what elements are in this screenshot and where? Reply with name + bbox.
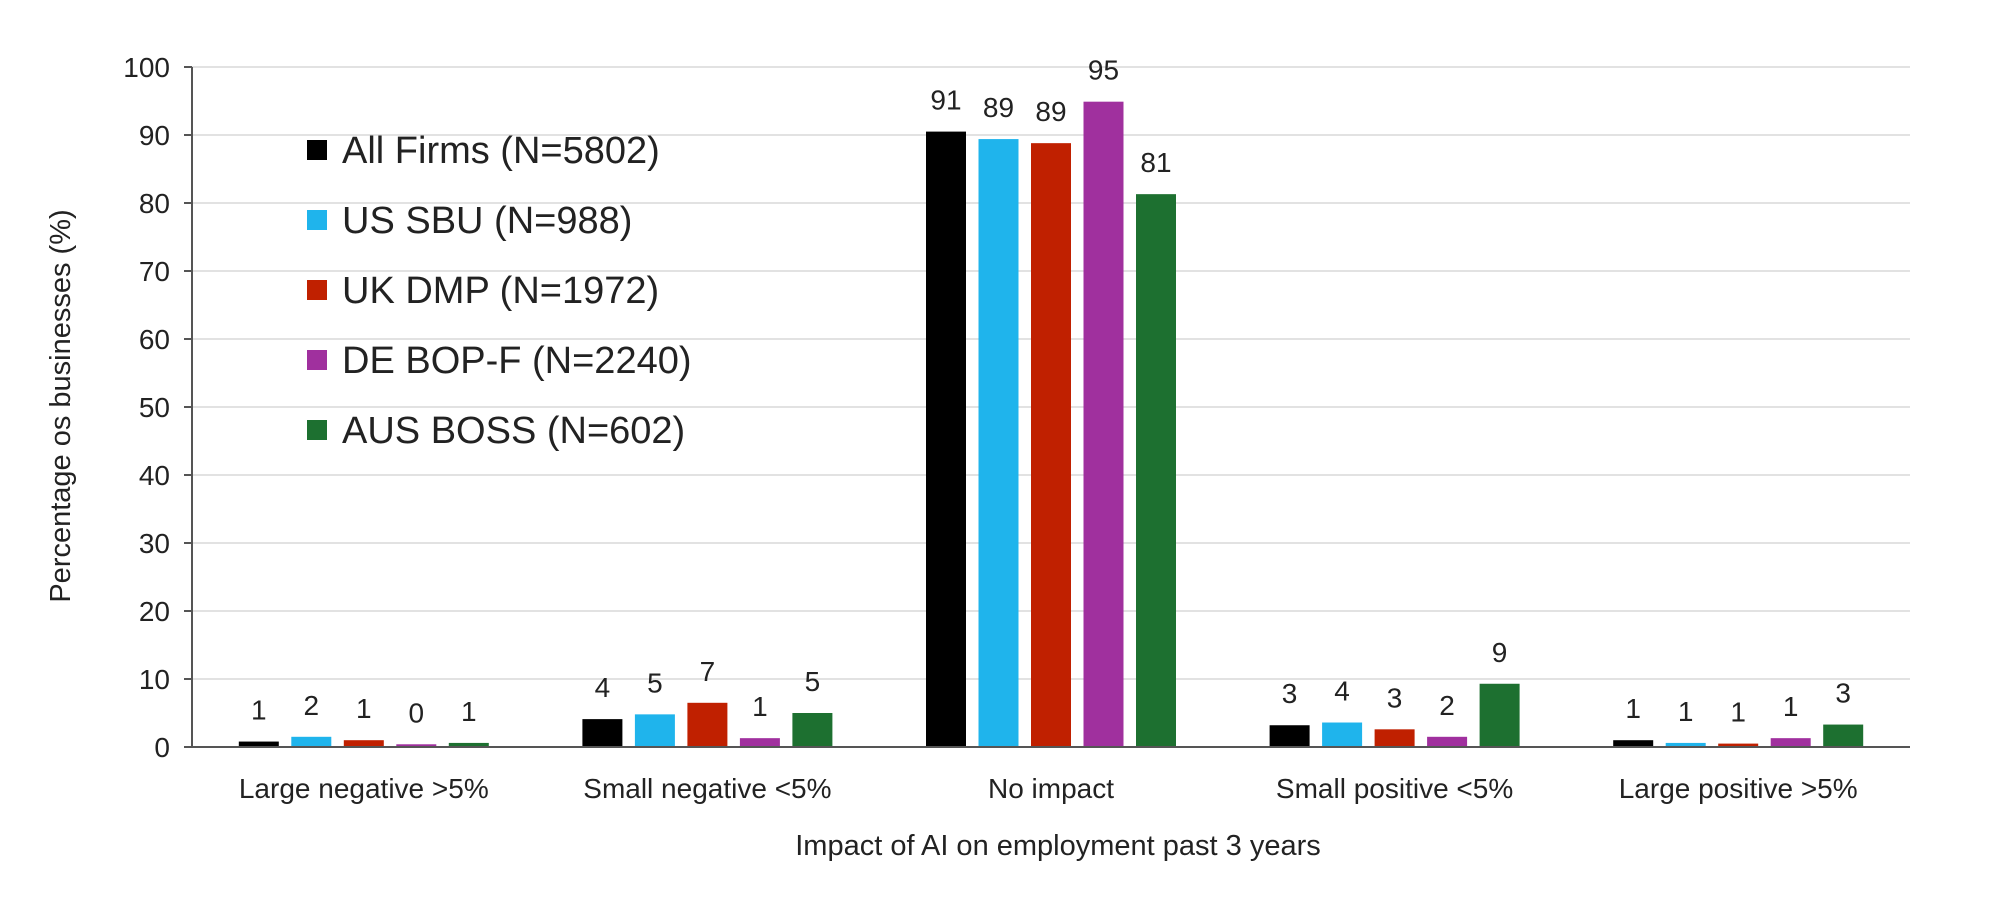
bar bbox=[448, 742, 489, 747]
data-label: 1 bbox=[251, 695, 267, 726]
data-label: 81 bbox=[1140, 147, 1171, 178]
bar bbox=[926, 131, 966, 748]
data-label: 1 bbox=[356, 693, 372, 724]
legend-entry: US SBU (N=988) bbox=[342, 200, 632, 242]
data-label: 3 bbox=[1387, 682, 1403, 713]
data-label: 89 bbox=[983, 92, 1014, 123]
data-label: 5 bbox=[805, 666, 821, 697]
bar bbox=[238, 741, 279, 747]
data-label: 3 bbox=[1835, 678, 1851, 709]
data-label: 9 bbox=[1492, 637, 1508, 668]
legend-entry: AUS BOSS (N=602) bbox=[342, 410, 685, 452]
bar bbox=[1322, 722, 1363, 747]
data-label: 95 bbox=[1088, 55, 1119, 86]
bar bbox=[1718, 743, 1759, 747]
y-axis-title: Percentage os businesses (%) bbox=[45, 209, 77, 602]
x-axis-title: Impact of AI on employment past 3 years bbox=[795, 830, 1320, 862]
bars bbox=[238, 101, 1864, 748]
bar bbox=[1083, 101, 1124, 748]
x-tick-label: Small negative <5% bbox=[583, 773, 831, 804]
bar bbox=[396, 744, 437, 747]
axes bbox=[191, 67, 1910, 748]
bar bbox=[1427, 736, 1468, 747]
bar bbox=[1269, 725, 1310, 747]
legend-swatch bbox=[307, 280, 327, 300]
bar bbox=[687, 702, 728, 747]
bar bbox=[978, 139, 1019, 747]
bar bbox=[1031, 143, 1071, 747]
y-tick-labels: 0 10 20 30 40 50 60 70 80 90 100 bbox=[123, 52, 170, 763]
data-label: 2 bbox=[1439, 690, 1455, 721]
bar bbox=[582, 719, 623, 747]
y-tick-label: 60 bbox=[139, 324, 170, 355]
bar bbox=[634, 714, 675, 747]
bar bbox=[343, 740, 384, 747]
data-label: 1 bbox=[1730, 697, 1746, 728]
data-label: 91 bbox=[930, 85, 961, 116]
data-label: 89 bbox=[1035, 96, 1066, 127]
data-label: 4 bbox=[595, 672, 611, 703]
bar bbox=[739, 738, 780, 747]
data-label: 7 bbox=[700, 656, 716, 687]
legend-swatch bbox=[307, 210, 327, 230]
x-tick-label: Small positive <5% bbox=[1276, 773, 1513, 804]
legend: All Firms (N=5802) US SBU (N=988) UK DMP (… bbox=[307, 130, 692, 452]
legend-entry: All Firms (N=5802) bbox=[342, 130, 660, 172]
data-label: 0 bbox=[409, 697, 425, 728]
y-tick-label: 100 bbox=[123, 52, 170, 83]
data-label: 1 bbox=[1678, 696, 1694, 727]
data-label: 5 bbox=[647, 667, 663, 698]
bar bbox=[1665, 742, 1706, 747]
x-tick-label: Large positive >5% bbox=[1619, 773, 1858, 804]
y-tick-label: 90 bbox=[139, 120, 170, 151]
legend-swatch bbox=[307, 140, 327, 160]
bar bbox=[792, 713, 833, 747]
y-tick-label: 40 bbox=[139, 460, 170, 491]
legend-swatch bbox=[307, 350, 327, 370]
data-label: 4 bbox=[1334, 676, 1350, 707]
y-tick-label: 70 bbox=[139, 256, 170, 287]
x-tick-label: No impact bbox=[988, 773, 1114, 804]
data-label: 1 bbox=[1783, 691, 1799, 722]
bar bbox=[291, 736, 332, 747]
data-label: 1 bbox=[1625, 693, 1641, 724]
x-tick-labels: Large negative >5% Small negative <5% No i… bbox=[239, 773, 1858, 804]
y-tick-label: 20 bbox=[139, 596, 170, 627]
bar bbox=[1479, 683, 1520, 747]
y-tick-label: 10 bbox=[139, 664, 170, 695]
legend-entry: DE BOP-F (N=2240) bbox=[342, 340, 692, 382]
x-tick-label: Large negative >5% bbox=[239, 773, 489, 804]
bar bbox=[1770, 738, 1811, 747]
data-label: 2 bbox=[304, 690, 320, 721]
data-label: 1 bbox=[461, 696, 477, 727]
data-label: 1 bbox=[752, 691, 768, 722]
legend-entry: UK DMP (N=1972) bbox=[342, 270, 659, 312]
y-tick-label: 30 bbox=[139, 528, 170, 559]
bar bbox=[1374, 729, 1415, 747]
legend-swatch bbox=[307, 420, 327, 440]
bar bbox=[1613, 740, 1654, 747]
y-tick-label: 0 bbox=[154, 732, 170, 763]
y-tick-label: 50 bbox=[139, 392, 170, 423]
bar bbox=[1823, 724, 1864, 747]
bar bbox=[1136, 194, 1176, 747]
data-label: 3 bbox=[1282, 678, 1298, 709]
y-tick-label: 80 bbox=[139, 188, 170, 219]
